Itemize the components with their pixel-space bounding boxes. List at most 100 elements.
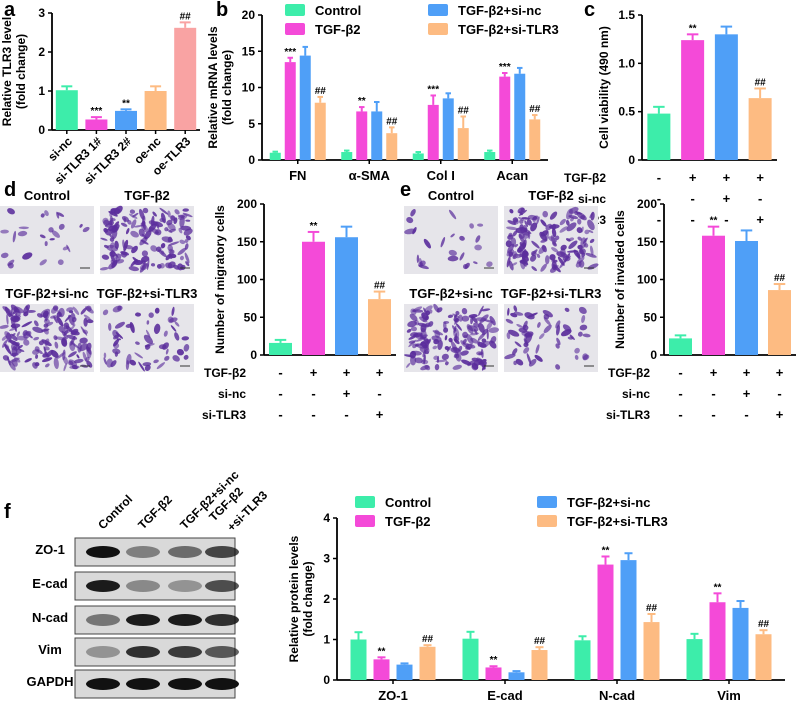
- legend-swatch: [355, 496, 375, 508]
- stained-cell: [68, 359, 78, 367]
- micrograph-label: TGF-β2+si-TLR3: [501, 286, 602, 301]
- micrograph-label: Control: [24, 188, 70, 203]
- stained-cell: [444, 335, 448, 341]
- stained-cell: [146, 258, 150, 271]
- stained-cell: [153, 359, 159, 364]
- condition-mark: -: [278, 407, 282, 422]
- stained-cell: [168, 254, 173, 259]
- stained-cell: [478, 305, 484, 316]
- panel-letter: c: [584, 0, 595, 21]
- y-tick-label: 4: [323, 511, 330, 525]
- stained-cell: [552, 259, 558, 263]
- stained-cell: [441, 353, 449, 361]
- condition-label: TGF-β2: [204, 366, 246, 380]
- condition-mark: -: [711, 386, 715, 401]
- y-tick-label: 15: [242, 44, 256, 58]
- stained-cell: [24, 358, 32, 363]
- stained-cell: [41, 357, 53, 363]
- stained-cell: [10, 307, 13, 318]
- stained-cell: [86, 305, 92, 312]
- micrograph-label: TGF-β2+si-nc: [5, 286, 88, 301]
- bar: [85, 119, 108, 130]
- legend-swatch: [537, 496, 557, 508]
- stained-cell: [531, 249, 538, 256]
- stained-cell: [429, 309, 433, 314]
- stained-cell: [532, 215, 539, 221]
- x-tick-label: Col I: [427, 168, 455, 183]
- stained-cell: [422, 349, 427, 358]
- significance-label: ***: [427, 84, 439, 95]
- bar: [702, 235, 725, 355]
- stained-cell: [566, 208, 573, 220]
- blot-row-label: E-cad: [32, 576, 67, 591]
- stained-cell: [514, 341, 522, 348]
- stained-cell: [432, 330, 444, 336]
- y-tick-label: 150: [637, 235, 657, 249]
- stained-cell: [531, 266, 537, 272]
- stained-cell: [419, 260, 426, 266]
- condition-label: si-TLR3: [202, 408, 246, 422]
- legend-label: TGF-β2: [315, 22, 361, 37]
- stained-cell: [476, 351, 484, 356]
- y-tick-label: 200: [237, 197, 257, 211]
- stained-cell: [459, 252, 465, 261]
- stained-cell: [141, 250, 149, 257]
- stained-cell: [518, 327, 528, 333]
- x-tick-label: ZO-1: [378, 688, 408, 701]
- stained-cell: [72, 306, 80, 315]
- significance-label: ##: [374, 281, 386, 292]
- condition-mark: -: [678, 365, 682, 380]
- stained-cell: [577, 218, 582, 225]
- stained-cell: [112, 224, 120, 232]
- significance-label: ##: [386, 116, 398, 127]
- blot-row-label: ZO-1: [35, 542, 65, 557]
- stained-cell: [512, 230, 518, 237]
- stained-cell: [179, 216, 185, 228]
- stained-cell: [52, 305, 59, 311]
- y-axis-label: Number of migratory cells: [213, 205, 227, 354]
- stained-cell: [589, 238, 595, 244]
- stained-cell: [425, 322, 431, 327]
- condition-mark: -: [278, 365, 282, 380]
- stained-cell: [519, 219, 524, 224]
- stained-cell: [40, 308, 51, 318]
- bar: [341, 152, 353, 160]
- stained-cell: [56, 212, 65, 217]
- stained-cell: [536, 253, 541, 258]
- stained-cell: [177, 247, 187, 256]
- stained-cell: [182, 212, 193, 218]
- bar: [299, 55, 311, 160]
- stained-cell: [168, 241, 180, 246]
- y-tick-label: 1.0: [618, 56, 635, 70]
- y-tick-label: 1: [323, 633, 330, 647]
- micrograph-image: [403, 303, 500, 372]
- stained-cell: [577, 331, 583, 337]
- stained-cell: [33, 336, 40, 341]
- legend-label: TGF-β2+si-nc: [458, 3, 541, 18]
- bar: [748, 98, 772, 160]
- stained-cell: [141, 261, 146, 271]
- stained-cell: [473, 322, 480, 328]
- stained-cell: [448, 337, 453, 343]
- stained-cell: [49, 238, 55, 241]
- stained-cell: [410, 308, 417, 316]
- stained-cell: [507, 307, 510, 316]
- stained-cell: [412, 343, 417, 349]
- stained-cell: [474, 244, 482, 251]
- y-tick-label: 50: [644, 310, 658, 324]
- stained-cell: [538, 333, 545, 340]
- condition-mark: -: [690, 191, 694, 206]
- stained-cell: [0, 252, 9, 259]
- stained-cell: [174, 332, 180, 341]
- stained-cell: [576, 212, 587, 221]
- legend-label: Control: [385, 495, 431, 510]
- stained-cell: [565, 219, 570, 226]
- stained-cell: [73, 358, 84, 364]
- stained-cell: [537, 322, 541, 328]
- bar: [419, 646, 436, 680]
- y-axis-label: (fold change): [220, 50, 234, 125]
- stained-cell: [167, 245, 174, 252]
- condition-label: si-nc: [218, 387, 246, 401]
- stained-cell: [455, 323, 462, 331]
- stained-cell: [69, 340, 76, 352]
